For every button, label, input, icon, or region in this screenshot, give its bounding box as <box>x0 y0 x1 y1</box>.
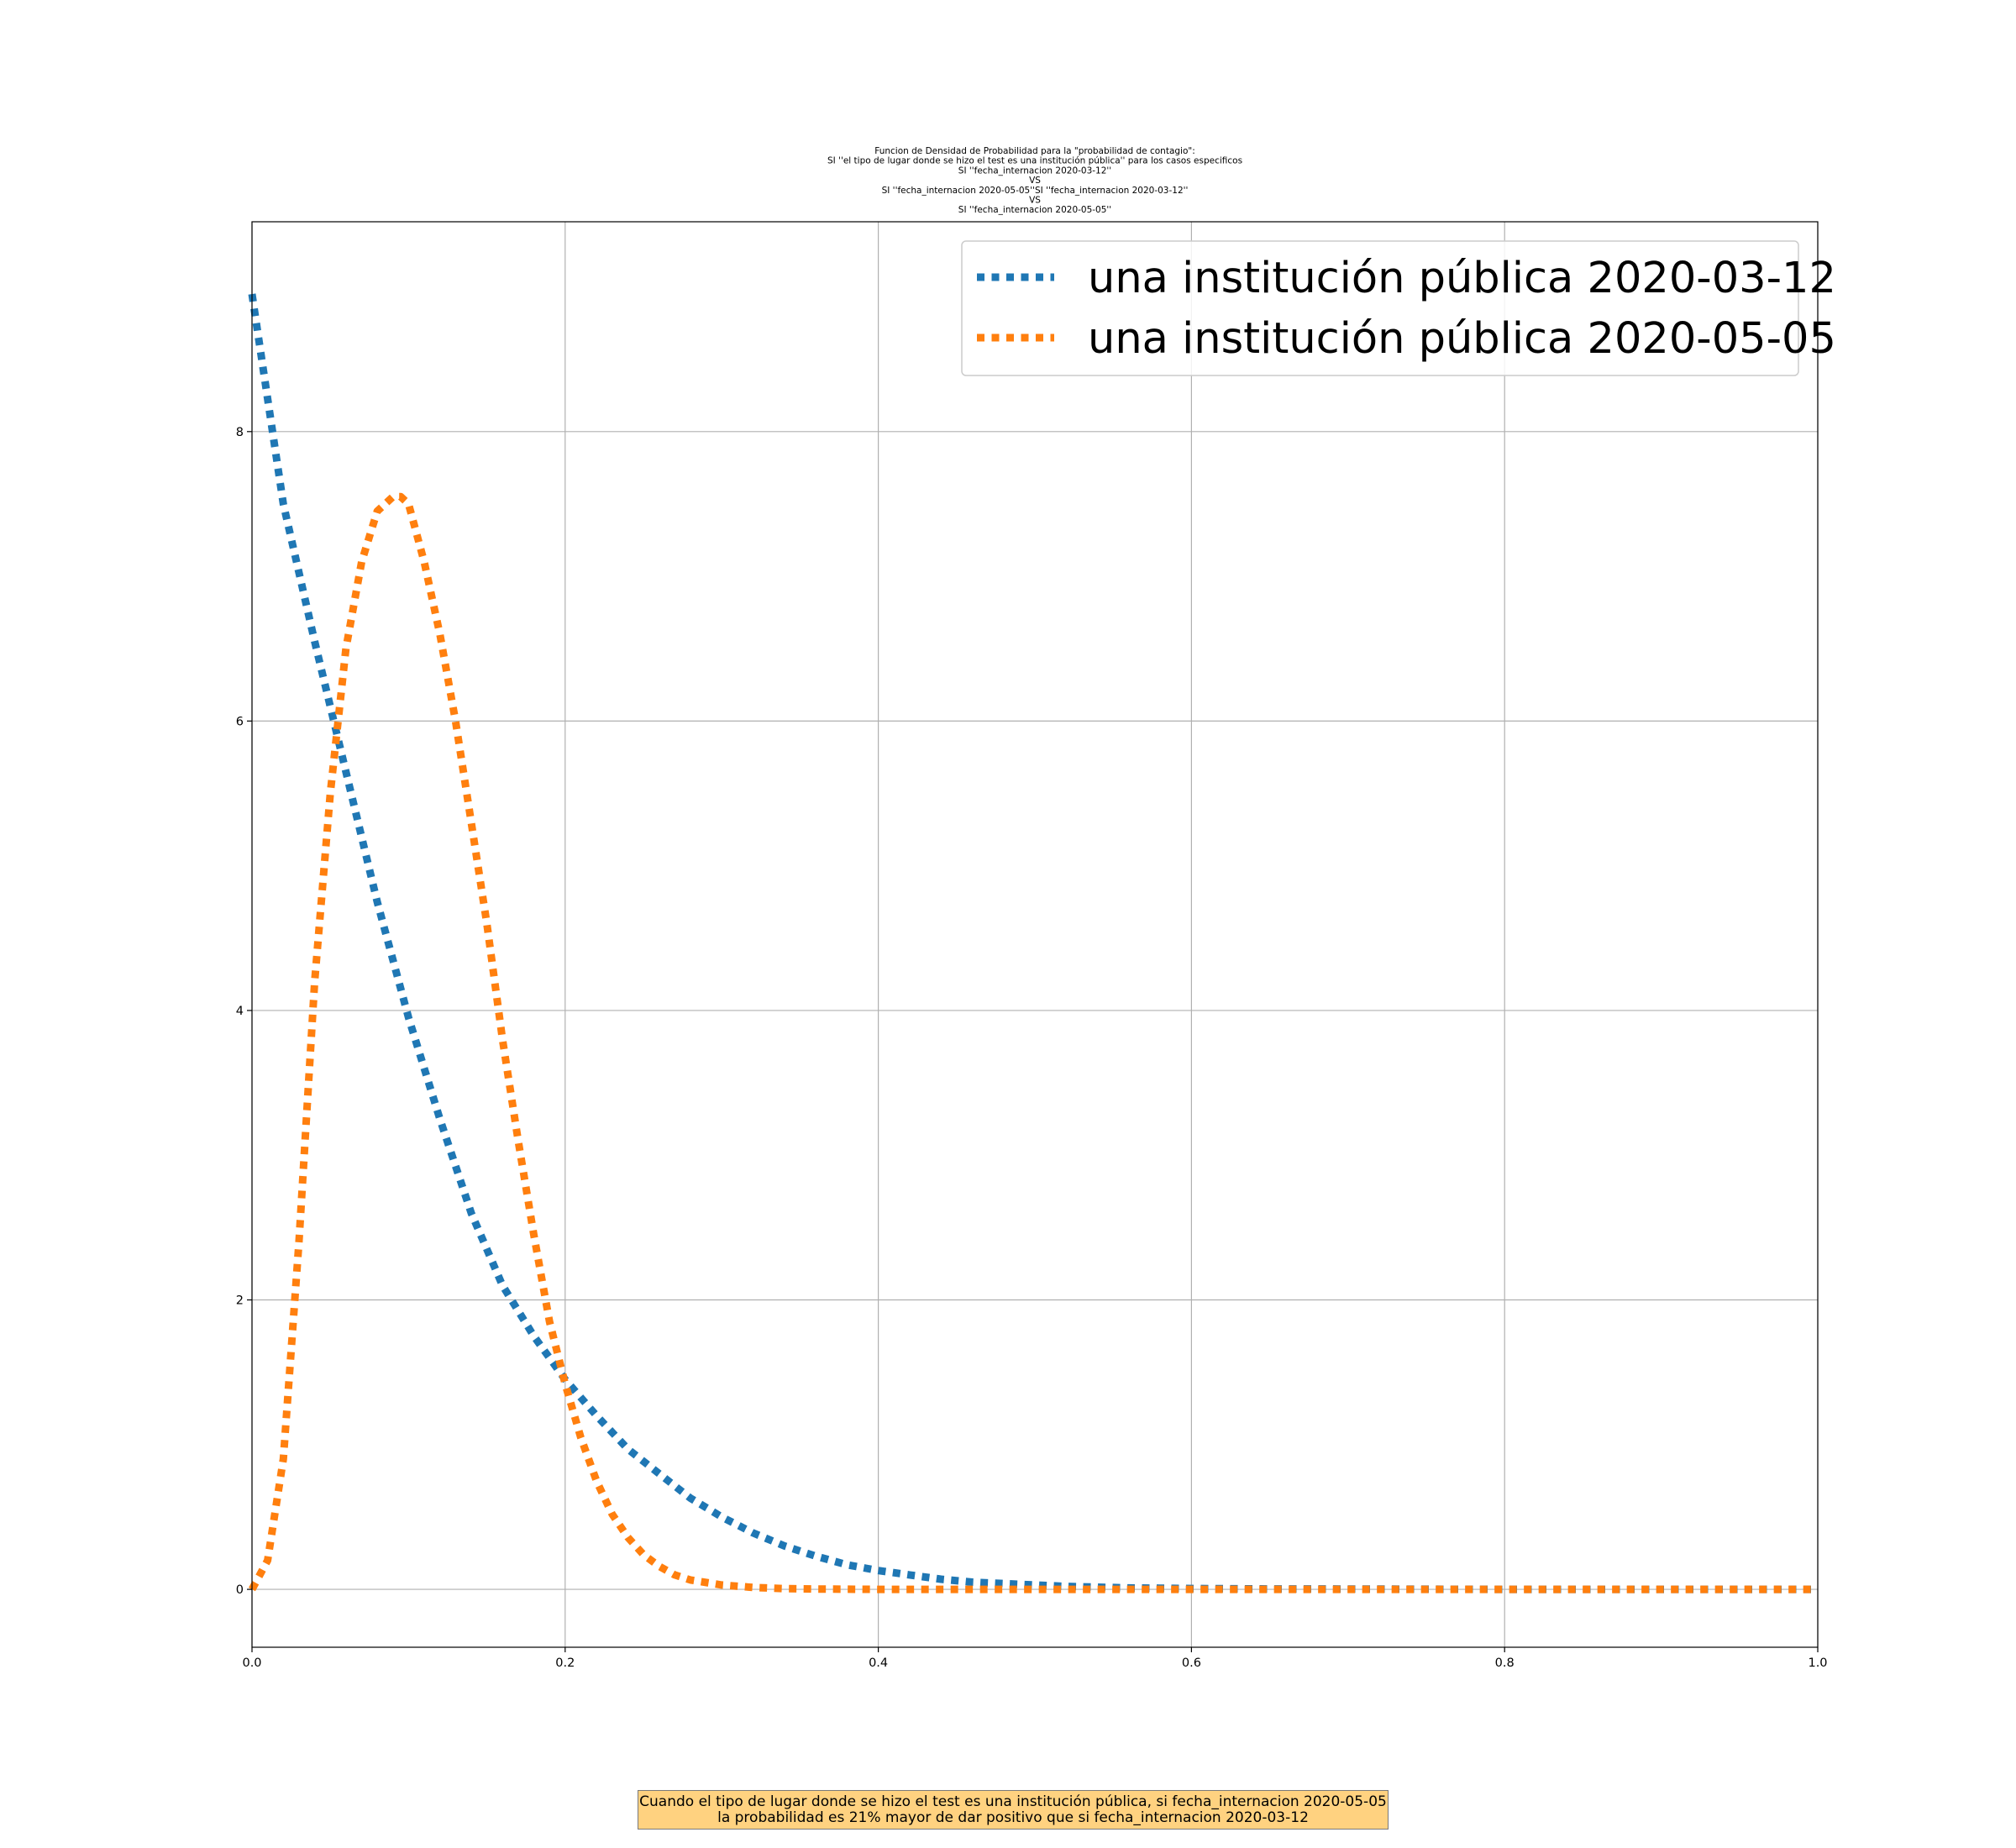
legend-box <box>961 240 1799 376</box>
y-tick-label-0: 0 <box>236 1583 244 1597</box>
x-tick-label-0: 0.0 <box>242 1656 261 1670</box>
title-line-3: SI ''fecha_internacion 2020-03-12'' <box>958 165 1111 176</box>
annotation-line-2: la probabilidad es 21% mayor de dar posi… <box>717 1809 1309 1826</box>
legend-label-1: una institución pública 2020-03-12 <box>1088 254 1836 303</box>
title-line-2: SI ''el tipo de lugar donde se hizo el t… <box>827 156 1242 166</box>
legend: una institución pública 2020-03-12 una in… <box>961 240 1836 376</box>
title-line-6: VS <box>1029 196 1041 206</box>
title-line-4: VS <box>1029 176 1041 186</box>
chart-title: Funcion de Densidad de Probabilidad para… <box>827 146 1242 215</box>
plot-area <box>248 293 1818 1593</box>
y-tick-label-2: 4 <box>236 1005 244 1018</box>
axis-ticks: 0.0 0.2 0.4 0.6 0.8 1.0 0 2 4 6 8 <box>236 426 1828 1670</box>
y-tick-label-3: 6 <box>236 715 244 728</box>
grid <box>251 222 1819 1647</box>
x-tick-label-4: 0.8 <box>1495 1656 1515 1670</box>
title-line-1: Funcion de Densidad de Probabilidad para… <box>874 146 1195 156</box>
title-line-5: SI ''fecha_internacion 2020-05-05''SI ''… <box>882 186 1189 196</box>
annotation-line-1: Cuando el tipo de lugar donde se hizo el… <box>639 1793 1387 1810</box>
annotation-box: Cuando el tipo de lugar donde se hizo el… <box>638 1790 1389 1830</box>
axes-frame <box>251 221 1819 1648</box>
title-line-7: SI ''fecha_internacion 2020-05-05'' <box>958 205 1111 215</box>
x-tick-label-1: 0.2 <box>555 1656 575 1670</box>
y-tick-label-1: 2 <box>236 1294 244 1308</box>
y-tick-label-4: 8 <box>236 426 244 439</box>
legend-label-2: una institución pública 2020-05-05 <box>1088 314 1836 364</box>
x-tick-label-2: 0.4 <box>869 1656 888 1670</box>
x-tick-label-5: 1.0 <box>1808 1656 1827 1670</box>
x-tick-label-3: 0.6 <box>1182 1656 1201 1670</box>
series-line-2 <box>249 492 1818 1593</box>
